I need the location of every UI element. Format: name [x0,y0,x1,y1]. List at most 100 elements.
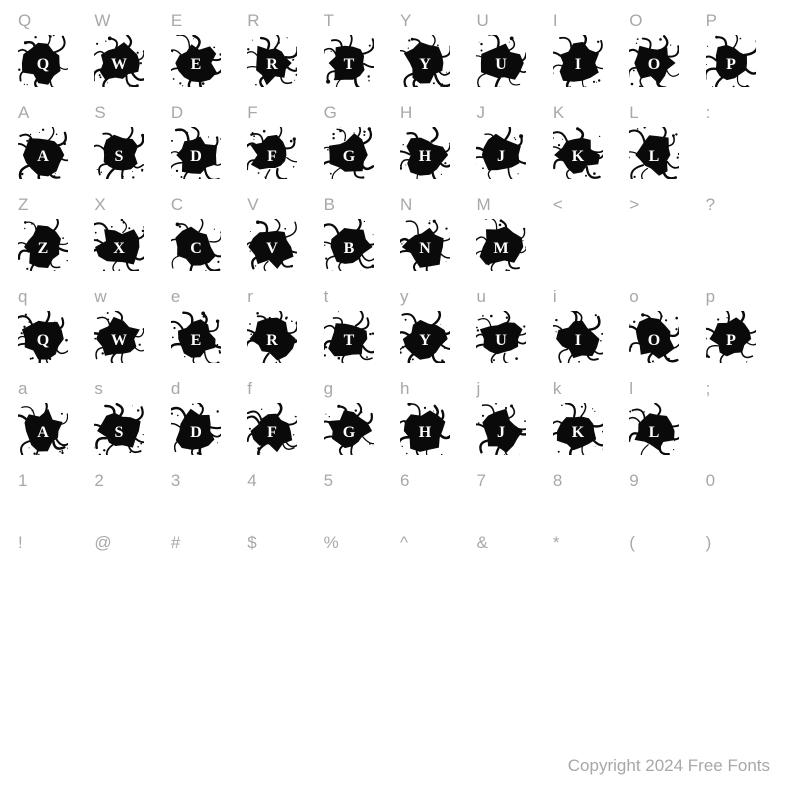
key-label: < [553,196,563,213]
char-cell: 3 [171,472,247,528]
char-cell: G G [324,104,400,190]
char-cell: @ [94,534,170,590]
svg-text:N: N [419,240,431,257]
char-cell: q Q [18,288,94,374]
svg-text:K: K [572,148,585,165]
ornate-glyph-icon: M [476,219,526,271]
char-cell: ! [18,534,94,590]
key-label: E [171,12,182,29]
ornate-glyph-icon: Y [400,311,450,363]
svg-text:R: R [266,332,278,349]
svg-text:B: B [343,240,354,257]
ornate-glyph-icon: N [400,219,450,271]
char-cell: S S [94,104,170,190]
char-cell: L L [629,104,705,190]
ornate-glyph-icon: S [94,403,144,455]
char-cell: < [553,196,629,282]
key-label: 9 [629,472,638,489]
svg-text:H: H [419,424,432,441]
key-label: Y [400,12,411,29]
key-label: i [553,288,557,305]
key-label: l [629,380,633,397]
char-cell: r R [247,288,323,374]
key-label: C [171,196,183,213]
key-label: 2 [94,472,103,489]
key-label: J [476,104,485,121]
svg-text:O: O [648,332,660,349]
key-label: T [324,12,334,29]
ornate-glyph-icon: J [476,403,526,455]
char-cell: N N [400,196,476,282]
char-cell: w W [94,288,170,374]
char-cell: ? [706,196,782,282]
svg-text:J: J [497,148,505,165]
char-cell: i I [553,288,629,374]
char-cell: d D [171,380,247,466]
key-label: D [171,104,183,121]
svg-text:L: L [649,148,660,165]
key-label: g [324,380,333,397]
char-cell: k K [553,380,629,466]
key-label: ( [629,534,635,551]
key-label: M [476,196,490,213]
char-cell: W W [94,12,170,98]
ornate-glyph-icon: L [629,127,679,179]
char-row: A A S S D D F F G G H H J J K K [18,104,782,190]
ornate-glyph-icon: B [324,219,374,271]
char-cell: Z Z [18,196,94,282]
ornate-glyph-icon: I [553,35,603,87]
char-row: a A s S d D f F g G h H j J k K [18,380,782,466]
key-label: P [706,12,717,29]
ornate-glyph-icon: R [247,311,297,363]
key-label: V [247,196,258,213]
ornate-glyph-icon: G [324,403,374,455]
char-cell: T T [324,12,400,98]
key-label: U [476,12,488,29]
char-cell: B B [324,196,400,282]
ornate-glyph-icon: Q [18,311,68,363]
char-cell: R R [247,12,323,98]
svg-text:K: K [572,424,585,441]
key-label: X [94,196,105,213]
svg-text:C: C [190,240,202,257]
svg-text:P: P [726,332,736,349]
char-cell: I I [553,12,629,98]
key-label: 0 [706,472,715,489]
key-label: k [553,380,562,397]
ornate-glyph-icon: W [94,311,144,363]
char-cell: ; [706,380,782,466]
char-cell: Y Y [400,12,476,98]
key-label: e [171,288,180,305]
char-cell: A A [18,104,94,190]
ornate-glyph-icon: F [247,403,297,455]
char-cell: p P [706,288,782,374]
key-label: ) [706,534,712,551]
key-label: ; [706,380,711,397]
key-label: a [18,380,27,397]
copyright-text: Copyright 2024 Free Fonts [568,756,770,776]
ornate-glyph-icon: R [247,35,297,87]
ornate-glyph-icon: E [171,35,221,87]
svg-text:Y: Y [419,56,431,73]
svg-text:T: T [343,332,354,349]
key-label: R [247,12,259,29]
key-label: o [629,288,638,305]
key-label: K [553,104,564,121]
svg-text:P: P [726,56,736,73]
key-label: $ [247,534,256,551]
svg-text:V: V [266,240,278,257]
key-label: Z [18,196,28,213]
key-label: W [94,12,110,29]
char-cell: h H [400,380,476,466]
svg-text:S: S [115,424,124,441]
char-cell: ^ [400,534,476,590]
key-label: I [553,12,558,29]
svg-text:Y: Y [419,332,431,349]
key-label: ! [18,534,23,551]
svg-text:D: D [190,148,202,165]
ornate-glyph-icon: O [629,35,679,87]
svg-text:E: E [190,56,201,73]
ornate-glyph-icon: O [629,311,679,363]
char-cell: 7 [476,472,552,528]
char-cell: e E [171,288,247,374]
